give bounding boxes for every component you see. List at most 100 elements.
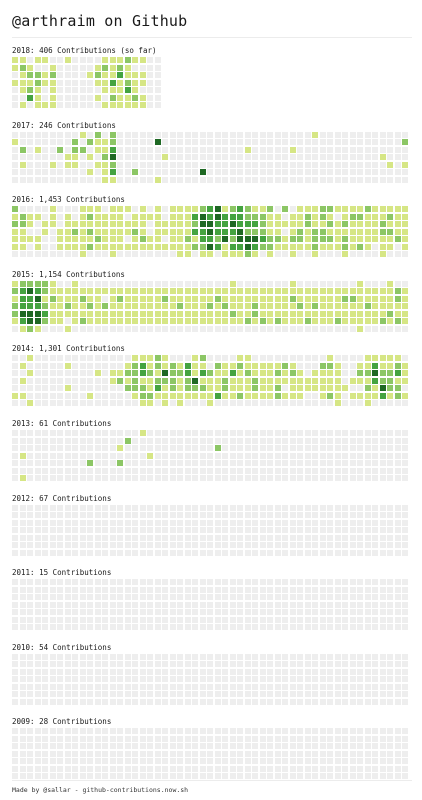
contribution-day (349, 213, 356, 220)
contribution-day (154, 527, 161, 534)
contribution-day (237, 728, 243, 735)
contribution-day (147, 221, 153, 228)
contribution-day (199, 437, 206, 444)
contribution-day (79, 362, 86, 369)
contribution-day (109, 161, 116, 168)
contribution-day (162, 527, 168, 534)
contribution-day (79, 765, 86, 772)
contribution-day (57, 504, 63, 511)
contribution-day (87, 154, 93, 161)
contribution-day (237, 251, 243, 258)
contribution-day (229, 527, 236, 534)
contribution-day (364, 288, 371, 295)
contribution-day (72, 691, 78, 698)
contribution-day (207, 377, 213, 384)
contribution-day (259, 542, 266, 549)
contribution-day (312, 400, 318, 407)
contribution-day (12, 683, 18, 690)
contribution-day (229, 280, 236, 287)
contribution-day (289, 735, 296, 742)
contribution-day (327, 221, 333, 228)
contribution-day (252, 169, 258, 176)
contribution-day (199, 131, 206, 138)
contribution-day (79, 94, 86, 101)
contribution-day (222, 467, 228, 474)
contribution-day (147, 131, 153, 138)
contribution-day (117, 527, 123, 534)
contribution-day (357, 445, 363, 451)
contribution-day (357, 542, 363, 549)
contribution-day (12, 251, 18, 258)
contribution-day (184, 154, 191, 161)
contribution-day (169, 758, 176, 765)
contribution-day (289, 527, 296, 534)
contribution-day (327, 213, 333, 220)
contribution-day (387, 758, 393, 765)
contribution-day (402, 243, 408, 250)
contribution-day (12, 161, 18, 168)
contribution-day (312, 624, 318, 631)
contribution-day (379, 430, 386, 436)
contribution-day (334, 370, 341, 377)
contribution-day (394, 691, 401, 698)
contribution-day (327, 355, 333, 362)
contribution-day (147, 698, 153, 705)
contribution-day (342, 362, 348, 369)
contribution-day (139, 362, 146, 369)
contribution-day (42, 527, 48, 534)
contribution-day (357, 653, 363, 660)
contribution-day (402, 385, 408, 392)
contribution-day (12, 392, 18, 399)
contribution-day (372, 653, 378, 660)
contribution-day (87, 743, 93, 750)
contribution-day (282, 765, 288, 772)
contribution-day (102, 161, 108, 168)
contribution-day (237, 467, 243, 474)
contribution-day (177, 392, 183, 399)
contribution-day (252, 362, 258, 369)
contribution-day (289, 169, 296, 176)
contribution-day (49, 698, 56, 705)
contribution-day (109, 370, 116, 377)
contribution-day (312, 765, 318, 772)
contribution-day (334, 728, 341, 735)
contribution-day (139, 57, 146, 63)
contribution-day (162, 445, 168, 451)
contribution-day (12, 206, 18, 213)
contribution-day (244, 579, 251, 586)
contribution-day (57, 161, 63, 168)
contribution-day (199, 355, 206, 362)
contribution-day (387, 437, 393, 444)
contribution-day (192, 512, 198, 519)
contribution-day (252, 251, 258, 258)
contribution-day (229, 676, 236, 683)
contribution-day (199, 773, 206, 780)
contribution-day (139, 161, 146, 168)
contribution-day (162, 683, 168, 690)
contribution-day (184, 773, 191, 780)
contribution-day (252, 653, 258, 660)
contribution-day (244, 549, 251, 556)
contribution-day (199, 243, 206, 250)
contribution-day (42, 542, 48, 549)
contribution-day (139, 616, 146, 623)
contribution-day (154, 400, 161, 407)
contribution-day (49, 206, 56, 213)
contribution-day (229, 624, 236, 631)
contribution-day (334, 288, 341, 295)
contribution-day (319, 467, 326, 474)
contribution-day (199, 169, 206, 176)
contribution-day (402, 295, 408, 302)
contribution-day (42, 206, 48, 213)
contribution-day (139, 735, 146, 742)
contribution-day (372, 601, 378, 608)
contribution-day (162, 139, 168, 146)
contribution-day (42, 102, 48, 108)
contribution-day (259, 377, 266, 384)
contribution-day (319, 758, 326, 765)
contribution-day (259, 161, 266, 168)
contribution-day (372, 534, 378, 541)
contribution-day (42, 310, 48, 317)
contribution-day (162, 728, 168, 735)
contribution-day (364, 362, 371, 369)
